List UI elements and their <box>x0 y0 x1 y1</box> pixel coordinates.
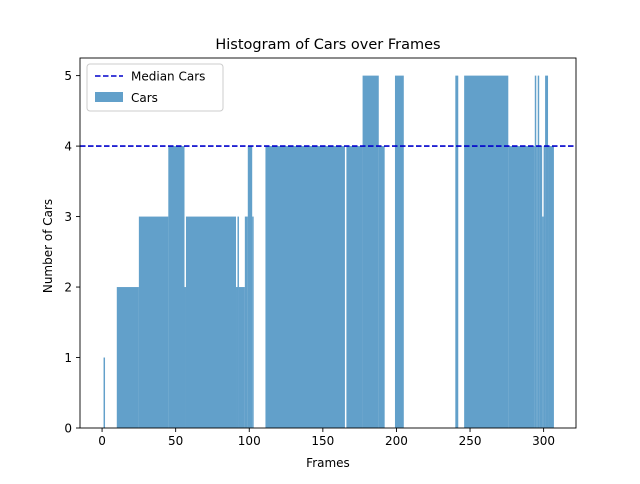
histogram-bar <box>542 216 544 428</box>
legend-median-label: Median Cars <box>131 70 205 84</box>
y-tick-label: 1 <box>64 351 72 365</box>
y-tick-label: 5 <box>64 69 72 83</box>
legend: Median Cars Cars <box>86 63 224 112</box>
histogram-bar <box>138 216 169 428</box>
histogram-bar <box>545 75 549 428</box>
legend-cars-label: Cars <box>131 91 158 105</box>
chart-title: Histogram of Cars over Frames <box>215 37 440 53</box>
histogram-bar <box>508 146 535 428</box>
histogram-bar <box>548 146 554 428</box>
histogram-bar <box>116 287 139 428</box>
histogram-bar <box>185 216 237 428</box>
x-tick-label: 200 <box>385 434 408 448</box>
y-axis-label: Number of Cars <box>41 199 55 293</box>
histogram-bar <box>346 146 363 428</box>
y-tick-label: 4 <box>64 140 72 154</box>
histogram-bar <box>168 146 185 428</box>
histogram-bar <box>244 216 248 428</box>
histogram-bar <box>237 216 239 428</box>
x-axis-label: Frames <box>306 456 350 470</box>
histogram-bar <box>394 75 404 428</box>
histogram-bar <box>543 146 546 428</box>
legend-cars-swatch <box>95 92 123 102</box>
x-tick-label: 50 <box>168 434 183 448</box>
y-tick-label: 3 <box>64 210 72 224</box>
histogram-bar <box>252 216 254 428</box>
axes-layer <box>79 57 577 429</box>
x-tick-label: 250 <box>459 434 482 448</box>
histogram-bar <box>378 146 385 428</box>
histogram-bar <box>265 146 345 428</box>
y-tick-label: 2 <box>64 281 72 295</box>
ticks-layer: 0 50 100 150 200 250 300 0 1 2 3 4 5 <box>64 69 555 448</box>
y-tick-label: 0 <box>64 422 72 436</box>
histogram-bar <box>103 357 106 428</box>
histogram-bar <box>536 146 538 428</box>
histogram-bar <box>238 287 245 428</box>
x-tick-label: 100 <box>238 434 261 448</box>
histogram-bar <box>534 75 537 428</box>
x-tick-label: 300 <box>532 434 555 448</box>
histogram-bar <box>464 75 509 428</box>
x-tick-label: 150 <box>311 434 334 448</box>
histogram-bar <box>247 146 253 428</box>
histogram-bar <box>362 75 379 428</box>
histogram-bar <box>184 287 186 428</box>
histogram-bar <box>236 287 238 428</box>
x-tick-label: 0 <box>98 434 106 448</box>
histogram-bar <box>539 146 543 428</box>
bars-layer <box>103 75 554 428</box>
histogram-bar <box>455 75 459 428</box>
histogram-bar <box>537 75 540 428</box>
plot-frame <box>79 57 577 429</box>
